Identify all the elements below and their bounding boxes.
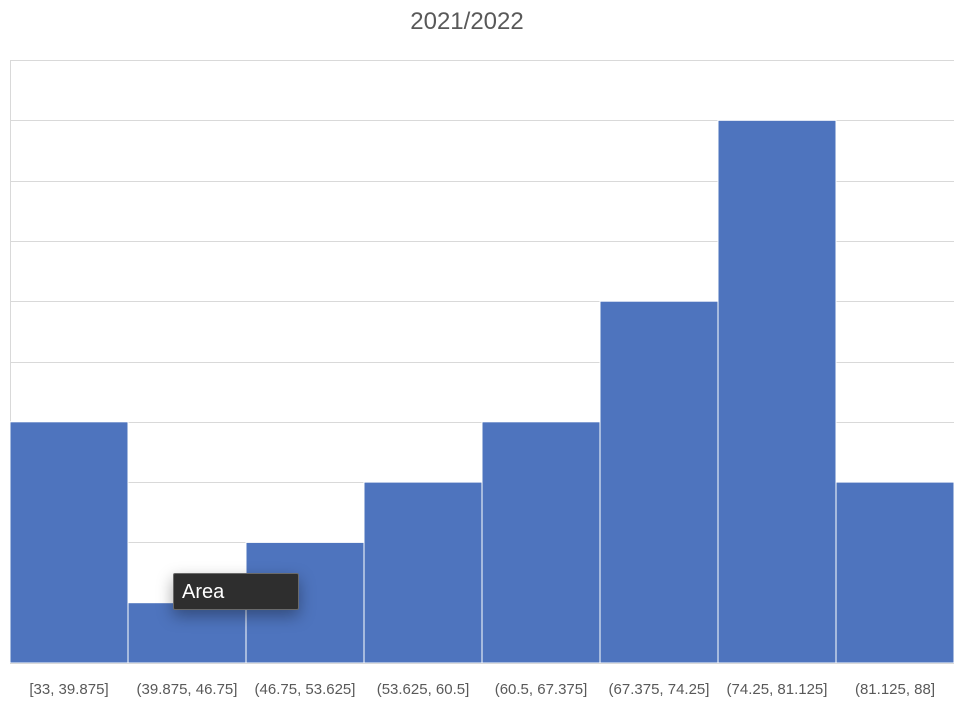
histogram-bar — [9, 421, 129, 664]
histogram-bar — [363, 481, 483, 664]
x-tick-label: (81.125, 88] — [855, 681, 935, 698]
x-tick-label: (53.625, 60.5] — [377, 681, 470, 698]
chart-title: 2021/2022 — [410, 8, 524, 35]
x-tick-labels: [33, 39.875] (39.875, 46.75] (46.75, 53.62… — [29, 681, 935, 698]
x-tick-label: [33, 39.875] — [29, 681, 108, 698]
x-tick-label: (39.875, 46.75] — [137, 681, 238, 698]
histogram-bar — [127, 602, 247, 664]
histogram-bar — [481, 421, 601, 664]
bars — [9, 119, 955, 664]
x-tick-label: (46.75, 53.625] — [255, 681, 356, 698]
histogram-bar — [599, 300, 719, 664]
histogram-bar — [835, 481, 955, 664]
x-tick-label: (74.25, 81.125] — [727, 681, 828, 698]
histogram-bar — [717, 119, 837, 664]
x-tick-label: (60.5, 67.375] — [495, 681, 588, 698]
tooltip: Area — [173, 573, 299, 610]
x-tick-label: (67.375, 74.25] — [609, 681, 710, 698]
